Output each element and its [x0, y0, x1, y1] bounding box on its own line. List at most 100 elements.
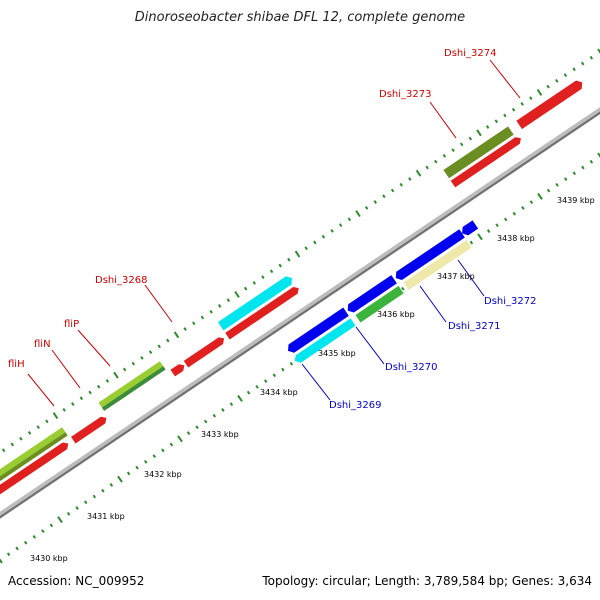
tick-mark	[415, 169, 422, 177]
map-title: Dinoroseobacter shibae DFL 12, complete …	[134, 10, 466, 25]
gene-Dshi-3273-olive[interactable]	[443, 126, 514, 179]
tick-mark	[140, 356, 144, 360]
label-Dshi-3269: Dshi_3269	[329, 400, 381, 411]
tick-mark	[281, 367, 285, 372]
tick-mark	[177, 435, 183, 443]
tick-mark	[330, 229, 334, 233]
tick-mark	[503, 217, 508, 222]
tick-mark	[10, 442, 15, 447]
gene-blue-3[interactable]	[393, 229, 465, 282]
label-Dshi-3268: Dshi_3268	[95, 275, 147, 286]
tick-mark	[364, 205, 369, 210]
gene-Dshi-3271-yellow[interactable]	[403, 240, 472, 291]
tick-mark	[580, 61, 585, 66]
gene-Dshi-3272-blue-small[interactable]	[459, 220, 479, 237]
tick-mark	[27, 431, 32, 435]
tick-mark	[212, 413, 217, 418]
outer-tick-ring	[1, 48, 600, 453]
tick-mark	[451, 148, 455, 152]
tick-mark	[195, 425, 199, 430]
tick-mark	[469, 240, 474, 245]
tick-mark	[321, 234, 326, 239]
tick-mark	[62, 407, 66, 412]
tick-mark	[355, 210, 361, 218]
tick-mark	[83, 500, 88, 505]
forward-label-lines	[27, 59, 521, 407]
gene-Dshi-3270-green[interactable]	[355, 285, 404, 323]
tick-mark	[408, 177, 412, 181]
gene-fliP[interactable]	[98, 361, 166, 411]
gene-red-4[interactable]	[450, 135, 523, 188]
tick-mark	[71, 402, 75, 406]
tick-mark	[382, 194, 386, 199]
tick-mark	[442, 154, 447, 158]
tick-mark	[512, 211, 517, 216]
tick-mark	[6, 552, 11, 557]
tick-mark	[555, 78, 559, 83]
tick-mark	[88, 390, 92, 395]
tick-mark	[131, 361, 136, 366]
tick-mark	[226, 298, 231, 303]
label-fliP: fliP	[64, 319, 79, 330]
tick-mark	[486, 229, 491, 233]
tick-mark	[157, 344, 161, 349]
gene-small-red-1[interactable]	[170, 362, 186, 377]
gene-Dshi-3268-cyan[interactable]	[217, 274, 295, 331]
tick-mark	[192, 321, 196, 326]
tick-mark	[101, 488, 105, 493]
gene-fliH-light[interactable]	[0, 427, 68, 486]
tick-mark	[563, 177, 568, 181]
tick-mark	[203, 419, 208, 424]
label-Dshi-3271: Dshi_3271	[448, 321, 500, 332]
tick-mark	[434, 159, 438, 164]
tick-mark	[45, 419, 49, 424]
tick-mark	[459, 142, 464, 147]
kbp-label-3431: 3431 kbp	[87, 512, 125, 521]
tick-mark	[536, 88, 543, 96]
gene-left-red[interactable]	[0, 440, 71, 495]
tick-mark	[313, 240, 317, 245]
gene-red-3[interactable]	[225, 285, 301, 340]
tick-mark	[521, 206, 525, 210]
tick-mark	[200, 315, 205, 320]
tick-mark	[41, 529, 45, 534]
tick-mark	[476, 129, 482, 137]
tick-mark	[261, 275, 265, 279]
tick-mark	[597, 48, 600, 54]
tick-mark	[304, 246, 308, 251]
tick-mark	[105, 379, 110, 383]
tick-mark	[96, 384, 101, 389]
gene-Dshi-3269-cyan[interactable]	[292, 318, 356, 365]
tick-mark	[209, 309, 213, 314]
tick-mark	[563, 73, 568, 77]
tick-mark	[269, 269, 274, 274]
genome-stats-text: Topology: circular; Length: 3,789,584 bp…	[262, 574, 592, 588]
tick-mark	[166, 338, 170, 343]
tick-mark	[581, 165, 585, 170]
tick-mark	[217, 304, 222, 308]
tick-mark	[589, 159, 594, 164]
gene-fliN-arrow[interactable]	[71, 415, 109, 444]
tick-mark	[57, 516, 63, 524]
tick-mark	[503, 113, 507, 118]
gene-blue-2[interactable]	[345, 275, 397, 315]
tick-mark	[572, 67, 576, 72]
tick-mark	[572, 171, 577, 176]
tick-mark	[529, 96, 533, 101]
gene-Dshi-3274-red[interactable]	[516, 78, 585, 130]
tick-mark	[122, 367, 127, 372]
tick-mark	[32, 535, 37, 539]
tick-mark	[79, 396, 84, 401]
gene-red-2[interactable]	[183, 335, 227, 368]
tick-mark	[289, 361, 294, 366]
tick-mark	[546, 84, 550, 89]
tick-mark	[143, 460, 148, 464]
gene-blue-1[interactable]	[285, 307, 349, 355]
tick-mark	[52, 412, 59, 420]
tick-mark	[255, 384, 259, 389]
reverse-label-lines	[301, 259, 485, 401]
kbp-label-3433: 3433 kbp	[201, 430, 239, 439]
tick-mark	[243, 286, 248, 291]
tick-mark	[15, 546, 19, 551]
